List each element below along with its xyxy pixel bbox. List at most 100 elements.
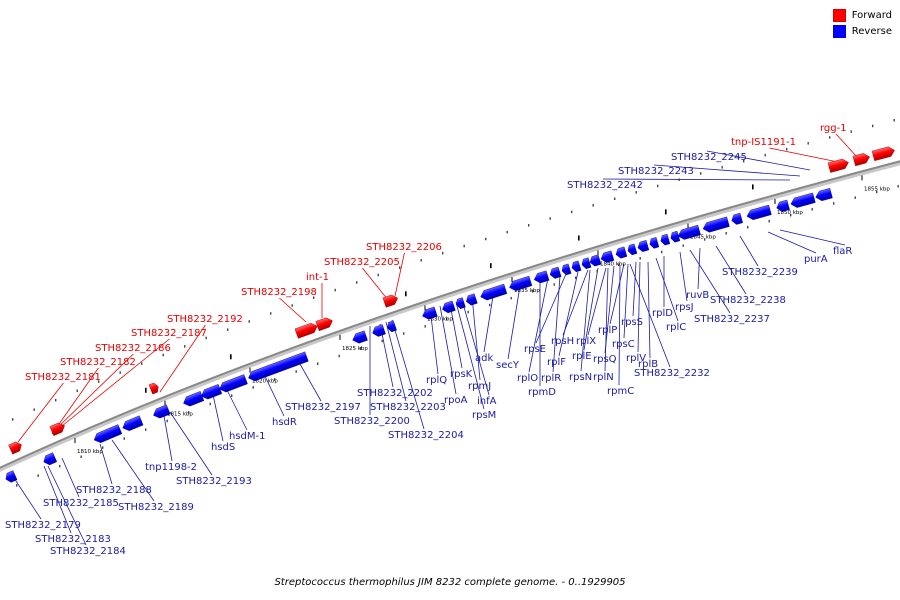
reverse-swatch: [832, 24, 846, 38]
reverse-track-dot: [467, 310, 469, 314]
reverse-gene-label: STH8232_2237: [694, 314, 770, 325]
reverse-label-leader: [715, 245, 747, 295]
reverse-label-leader: [629, 263, 671, 368]
reverse-label-leader: [99, 443, 113, 485]
reverse-gene-arrow: [372, 324, 386, 337]
reverse-gene-label: STH8232_2238: [710, 295, 786, 306]
reverse-gene-arrow: [581, 257, 592, 270]
reverse-track-dot: [704, 238, 706, 241]
forward-track-dot: [33, 408, 35, 411]
reverse-gene-arrow: [627, 243, 638, 256]
reverse-gene-label: rpoA: [444, 395, 468, 406]
forward-gene-label: int-1: [306, 272, 329, 283]
forward-gene-label: STH8232_2205: [324, 257, 400, 268]
reverse-gene-arrow: [677, 224, 701, 240]
reverse-track-dot: [252, 386, 254, 389]
scale-tick-label: 1835 kbp: [514, 288, 540, 294]
reverse-gene-arrow: [201, 384, 223, 400]
reverse-track-dot: [682, 244, 684, 247]
track-marker: [405, 291, 407, 297]
reverse-gene-arrow: [456, 297, 466, 309]
reverse-gene-label: rplP: [598, 325, 617, 336]
reverse-track-dot: [639, 257, 641, 260]
reverse-label-leader: [739, 235, 759, 267]
reverse-track-dot: [102, 446, 104, 449]
forward-track-dot: [571, 210, 573, 214]
reverse-track-dot: [166, 419, 168, 423]
reverse-track-dot: [747, 225, 749, 229]
forward-track-dot: [485, 237, 487, 241]
forward-track-dot: [592, 204, 594, 207]
forward-track-dot: [184, 345, 186, 348]
scale-tick-label: 1845 kbp: [690, 235, 716, 241]
reverse-track-dot: [317, 362, 319, 365]
reverse-gene-arrow: [637, 240, 650, 252]
reverse-label-leader: [455, 301, 485, 410]
reverse-gene-arrow: [153, 404, 171, 419]
genome-axis-shadow: [0, 161, 900, 472]
reverse-gene-arrow: [122, 415, 144, 431]
forward-gene-arrow: [294, 322, 318, 339]
track-marker: [665, 209, 667, 215]
reverse-label-leader: [13, 477, 42, 520]
reverse-gene-label: STH8232_2193: [176, 476, 252, 487]
reverse-label-leader: [439, 305, 457, 395]
reverse-gene-label: rplE: [572, 351, 592, 362]
reverse-label-leader: [655, 257, 679, 322]
track-marker: [230, 354, 232, 360]
reverse-label-leader: [169, 411, 213, 476]
reverse-label-leader: [604, 267, 609, 372]
forward-gene-label: STH8232_2192: [167, 314, 243, 325]
forward-gene-label: tnp-IS1191-1: [731, 137, 796, 148]
reverse-label-leader: [528, 277, 549, 373]
forward-label-leader: [362, 267, 389, 301]
reverse-gene-label: hsdR: [272, 417, 297, 428]
reverse-gene-label: rplD: [652, 308, 673, 319]
reverse-track-dot: [575, 276, 577, 280]
reverse-gene-label: rpsN: [569, 372, 592, 383]
reverse-track-dot: [854, 196, 856, 199]
reverse-label-leader: [61, 457, 80, 498]
legend-reverse: Reverse: [832, 24, 892, 38]
forward-track-dot: [442, 251, 444, 255]
reverse-gene-label: rpsS: [621, 317, 643, 328]
reverse-gene-arrow: [776, 199, 790, 212]
reverse-gene-arrow: [480, 283, 508, 301]
reverse-gene-arrow: [660, 233, 671, 246]
forward-track-dot: [141, 362, 143, 365]
forward-gene-label: STH8232_2206: [366, 242, 442, 253]
reverse-gene-arrow: [746, 204, 772, 221]
reverse-label-leader: [618, 265, 621, 386]
reverse-gene-label: rpsC: [612, 339, 635, 350]
forward-gene-arrow: [315, 317, 333, 332]
reverse-label-leader: [483, 289, 495, 353]
track-marker: [578, 235, 580, 241]
reverse-gene-label: STH8232_2184: [50, 546, 126, 557]
reverse-label-leader: [429, 307, 439, 375]
reverse-track-dot: [360, 347, 362, 350]
reverse-gene-arrow: [702, 216, 730, 233]
forward-track-dot: [528, 224, 530, 227]
reverse-label-leader: [163, 415, 173, 462]
reverse-track-dot: [16, 484, 18, 487]
scale-tick-label: 1825 kbp: [342, 346, 368, 352]
forward-swatch: [832, 8, 846, 22]
forward-track-dot: [657, 184, 659, 188]
scale-tick-label: 1815 kbp: [167, 412, 193, 418]
reverse-gene-label: STH8232_2189: [118, 502, 194, 513]
reverse-gene-arrow: [387, 320, 397, 333]
reverse-gene-label: flaR: [833, 246, 852, 257]
forward-track-dot: [291, 304, 293, 307]
forward-label-leader: [835, 133, 859, 159]
reverse-gene-label: rplC: [666, 322, 686, 333]
reverse-gene-label: rpmC: [607, 386, 634, 397]
reverse-track-dot: [188, 411, 190, 414]
reverse-label-leader: [623, 263, 629, 339]
forward-track-dot: [248, 320, 250, 323]
reverse-label-leader: [632, 261, 637, 317]
forward-track-dot: [506, 230, 508, 234]
reverse-gene-arrow: [600, 250, 615, 263]
reverse-gene-label: rpsQ: [593, 354, 617, 365]
track-marker: [490, 263, 492, 269]
